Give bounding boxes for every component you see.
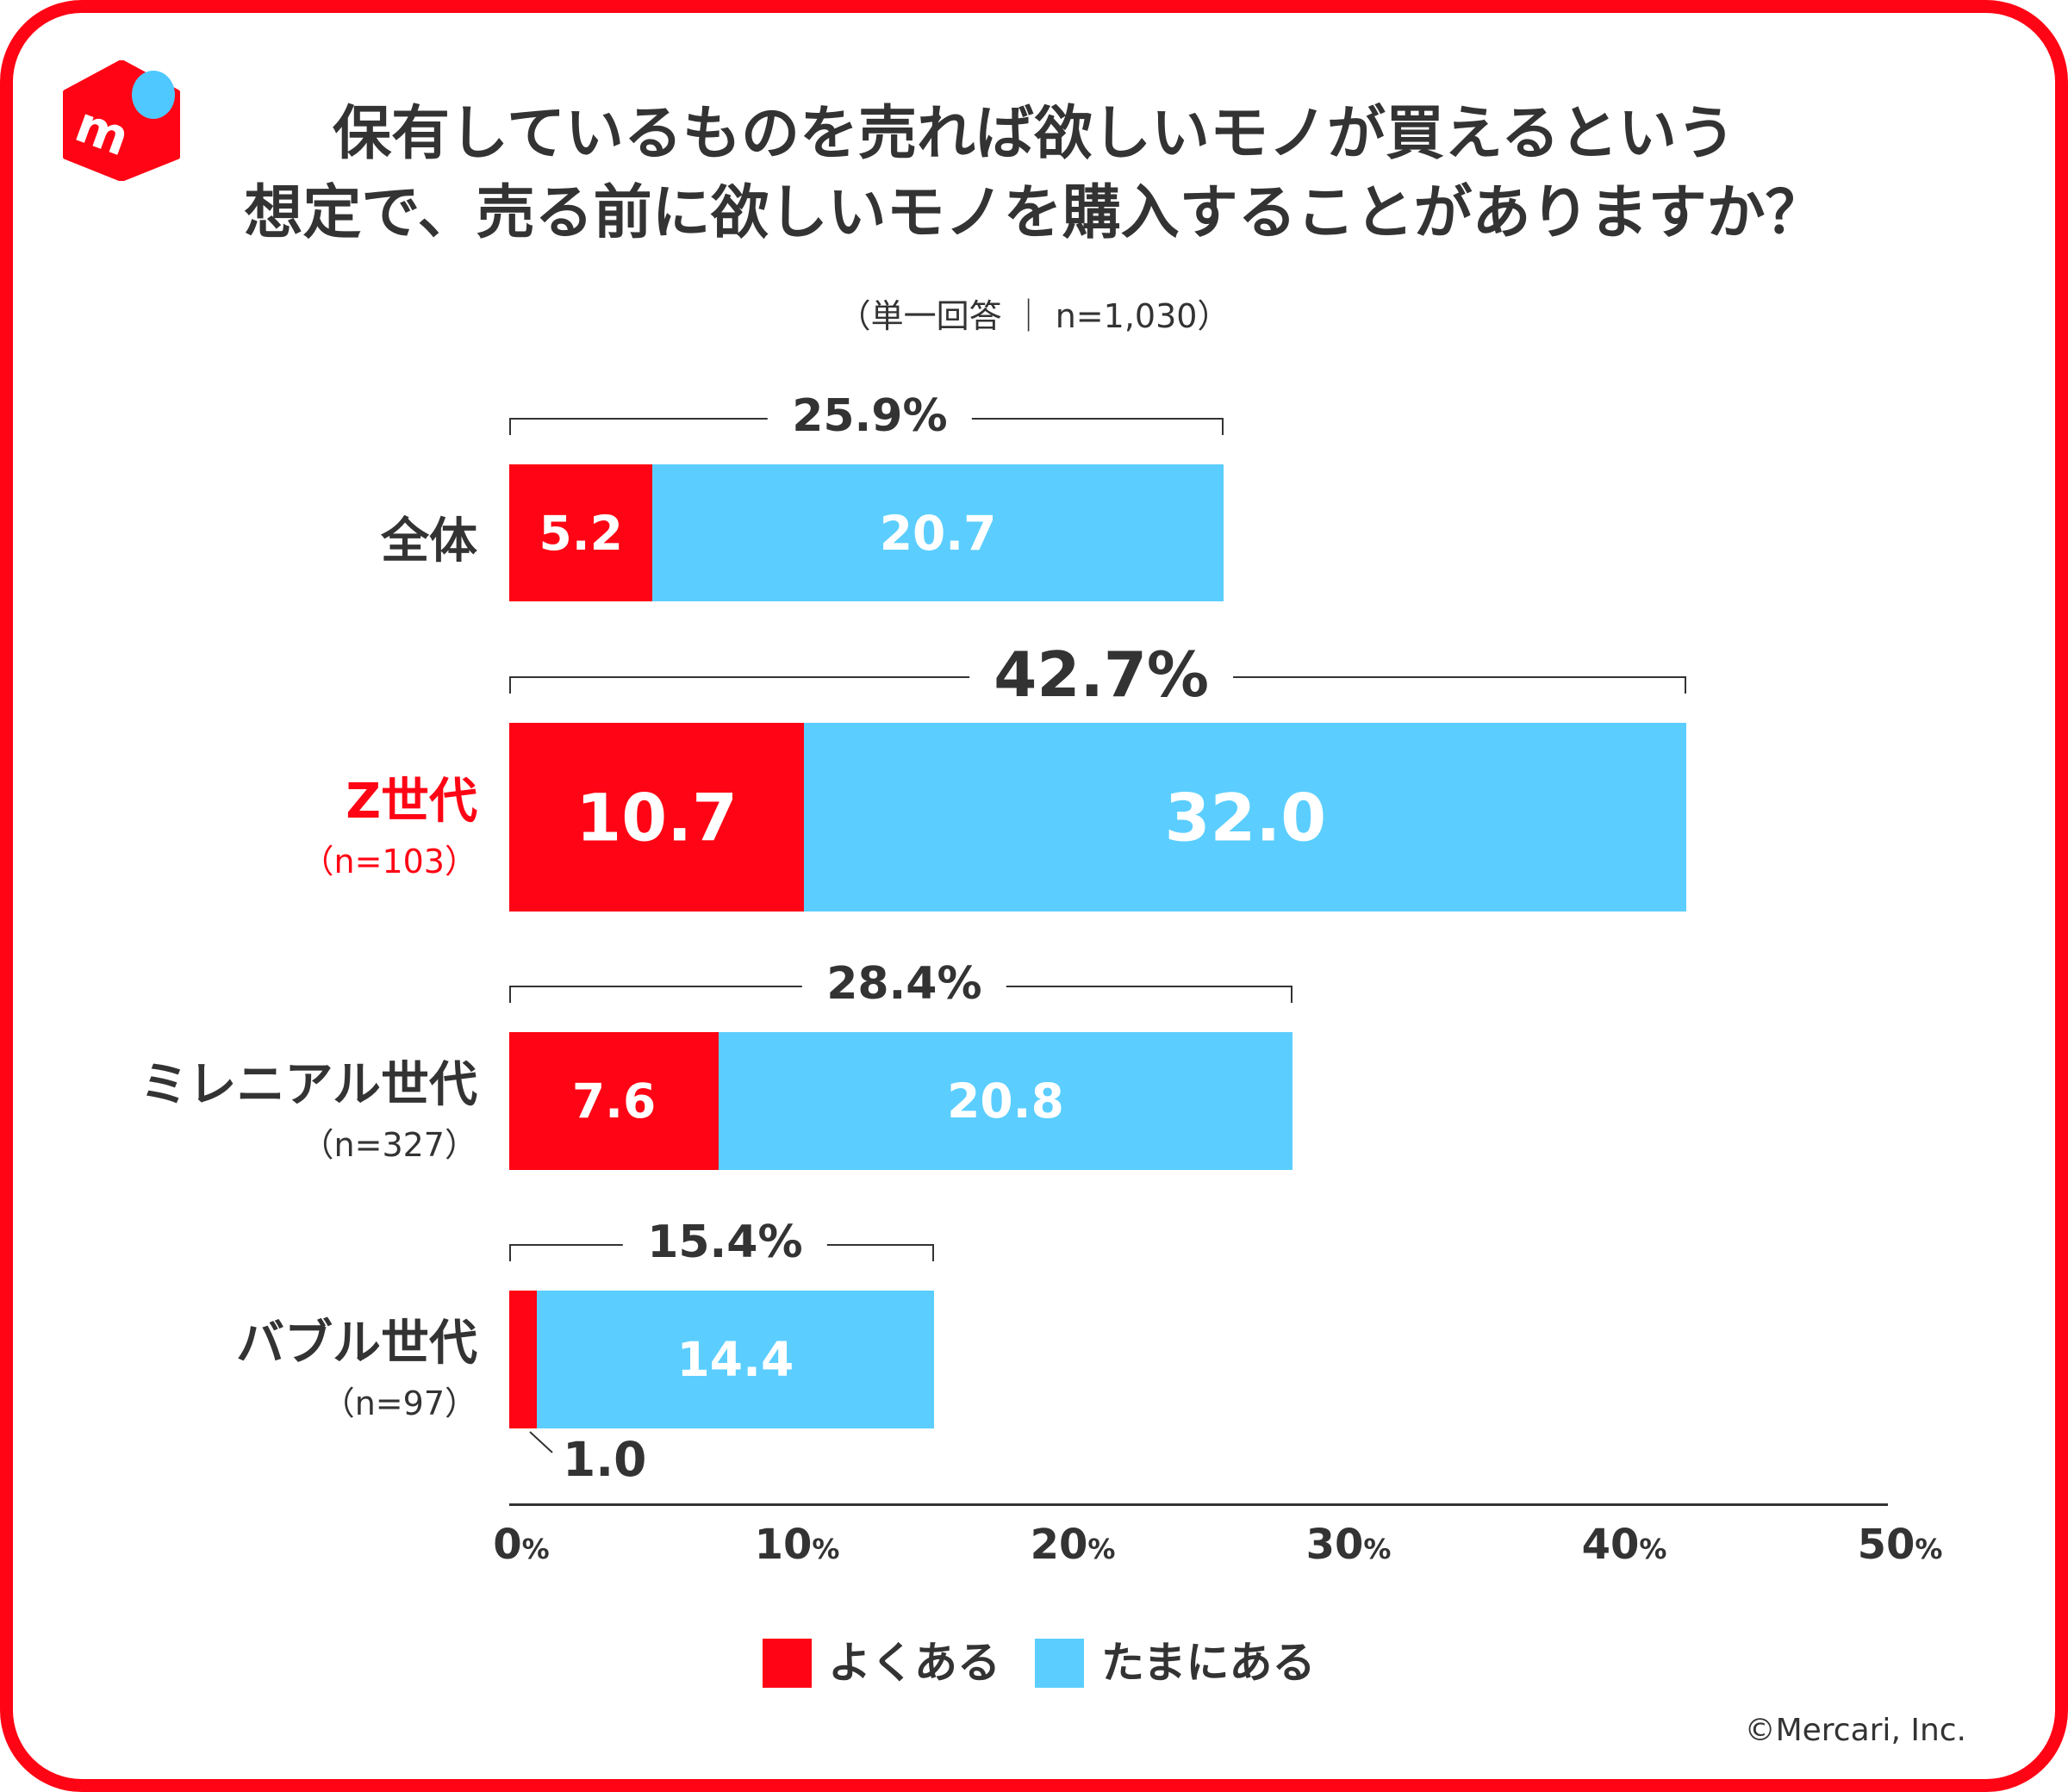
x-tick-label: 20% xyxy=(1031,1521,1116,1569)
x-tick-label: 30% xyxy=(1306,1521,1392,1569)
title-line-1: 保有しているものを売れば欲しいモノが買えるという xyxy=(333,100,1735,168)
bar-segment-sometimes xyxy=(652,464,1224,601)
chart-title: 保有しているものを売れば欲しいモノが買えるという 想定で、売る前に欲しいモノを購… xyxy=(172,95,1896,253)
bar-value-label: 1.0 xyxy=(563,1432,647,1487)
legend-swatch-sometimes xyxy=(1035,1639,1084,1688)
tick-unit: % xyxy=(521,1533,550,1565)
tick-value: 10 xyxy=(754,1521,813,1569)
category-label: Z世代 xyxy=(346,773,477,830)
total-label: 42.7% xyxy=(969,638,1234,711)
x-tick-label: 40% xyxy=(1582,1521,1667,1569)
chart-subtitle: （単一回答 ｜ n=1,030） xyxy=(838,297,1230,335)
category-label: 全体 xyxy=(381,513,477,569)
total-label: 25.9% xyxy=(768,390,972,442)
tick-unit: % xyxy=(1915,1533,1943,1565)
legend-label-often: よくある xyxy=(828,1638,1000,1688)
bar-value-label: 10.7 xyxy=(576,779,738,856)
tick-value: 0 xyxy=(493,1521,522,1569)
total-label: 15.4% xyxy=(623,1216,827,1268)
total-label: 28.4% xyxy=(802,958,1006,1010)
category-sample-size: （n=97） xyxy=(321,1384,477,1422)
category-label: ミレニアル世代 xyxy=(140,1057,477,1113)
tick-unit: % xyxy=(1363,1533,1392,1565)
bar-value-label: 5.2 xyxy=(539,505,623,561)
category-sample-size: （n=103） xyxy=(301,842,477,880)
tick-unit: % xyxy=(1087,1533,1116,1565)
bar-value-label: 32.0 xyxy=(1164,779,1327,856)
bar-value-label: 20.8 xyxy=(947,1073,1064,1129)
bar-segment-sometimes xyxy=(804,723,1687,912)
x-tick-label: 10% xyxy=(755,1521,840,1569)
bar-segment-often xyxy=(509,1032,719,1170)
bar-segment-sometimes xyxy=(537,1291,934,1428)
copyright: ©Mercari, Inc. xyxy=(1744,1713,1966,1748)
x-tick-label: 50% xyxy=(1858,1521,1943,1569)
bar-value-label: 20.7 xyxy=(879,505,997,561)
tick-value: 50 xyxy=(1857,1521,1915,1569)
bar-segment-often xyxy=(509,464,653,601)
legend-swatch-often xyxy=(763,1639,812,1688)
mercari-logo: m xyxy=(63,60,180,181)
tick-value: 20 xyxy=(1030,1521,1088,1569)
bar-segment-often xyxy=(509,1291,537,1428)
title-line-2: 想定で、売る前に欲しいモノを購入することがありますか？ xyxy=(244,179,1824,247)
bar-value-label: 7.6 xyxy=(571,1073,657,1129)
x-tick-label: 0% xyxy=(493,1521,549,1569)
category-label: バブル世代 xyxy=(236,1316,477,1372)
tick-value: 40 xyxy=(1581,1521,1640,1569)
tick-unit: % xyxy=(1639,1533,1667,1565)
bar-segment-sometimes xyxy=(719,1032,1292,1170)
legend-label-sometimes: たまにある xyxy=(1101,1638,1316,1688)
tick-unit: % xyxy=(812,1533,840,1565)
logo-dot xyxy=(132,71,175,119)
tick-value: 30 xyxy=(1305,1521,1364,1569)
bar-segment-often xyxy=(509,723,805,912)
leader-line xyxy=(529,1431,553,1453)
category-sample-size: （n=327） xyxy=(301,1126,477,1164)
x-axis-line xyxy=(509,1503,1888,1506)
bar-value-label: 14.4 xyxy=(676,1332,794,1387)
